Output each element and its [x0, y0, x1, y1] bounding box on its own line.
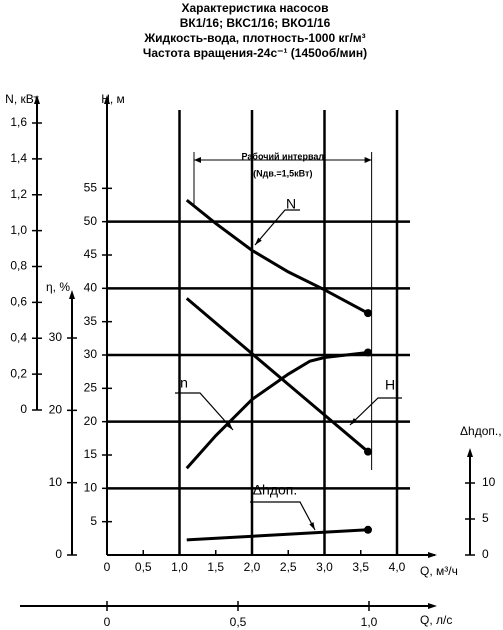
- y-tick-label: 0,2: [10, 366, 27, 380]
- interval-label: Рабочий интервал: [242, 151, 325, 161]
- end-point: [364, 309, 372, 318]
- y-tick-label: 30: [49, 330, 63, 344]
- chart-title: Характеристика насосов: [181, 1, 328, 15]
- end-point: [364, 348, 372, 357]
- y-tick-label: 0,6: [10, 295, 27, 309]
- y-tick-label: 10: [49, 475, 63, 489]
- y-tick-label: 1,0: [10, 223, 27, 237]
- x-tick-label: 3,0: [316, 560, 333, 574]
- y-axis-label: H, м: [101, 92, 125, 106]
- y-tick-label: 0,8: [10, 259, 27, 273]
- y-tick-label: 45: [84, 247, 98, 261]
- y-tick-label: 20: [84, 414, 98, 428]
- chart-title: Частота вращения-24с⁻¹ (1450об/мин): [143, 46, 367, 60]
- axis-arrow: [34, 95, 40, 104]
- x-axis-label: Q, м³/ч: [420, 564, 458, 578]
- y-tick-label: 5: [482, 511, 489, 525]
- x-tick-label: 4,0: [389, 560, 406, 574]
- y-tick-label: 0: [55, 547, 62, 561]
- series-label: H: [385, 377, 395, 393]
- leader-line: [349, 397, 402, 426]
- y-axis-label: Δhдоп., м: [460, 424, 503, 438]
- y-tick-label: 35: [84, 314, 98, 328]
- series-label: n: [180, 375, 188, 391]
- x-tick-label: 1,0: [171, 560, 188, 574]
- x-tick-label: 1,5: [207, 560, 224, 574]
- y-tick-label: 10: [84, 481, 98, 495]
- leader-arrow: [350, 417, 358, 425]
- leader-arrow: [255, 237, 262, 245]
- axis-arrow: [428, 603, 437, 609]
- x-tick-label: 3,5: [352, 560, 369, 574]
- x2-tick-label: 0: [104, 615, 111, 629]
- y-tick-label: 0: [482, 547, 489, 561]
- y-tick-label: 25: [84, 381, 98, 395]
- y-tick-label: 40: [84, 281, 98, 295]
- y-tick-label: 0,4: [10, 330, 27, 344]
- y-tick-label: 1,2: [10, 187, 27, 201]
- chart-title: Жидкость-вода, плотность-1000 кг/м³: [143, 31, 365, 45]
- leader-line: [175, 392, 234, 431]
- chart-title: ВК1/16; ВКС1/16; ВКО1/16: [180, 16, 331, 30]
- leader-arrow: [309, 522, 315, 530]
- axis-arrow: [428, 552, 437, 558]
- y-tick-label: 30: [84, 347, 98, 361]
- interval-arrow: [194, 157, 201, 163]
- series-line: [185, 297, 369, 453]
- y-tick-label: 1,6: [10, 115, 27, 129]
- x2-axis-label: Q, л/с: [420, 613, 452, 627]
- series-label: N: [286, 196, 296, 212]
- x-tick-label: 2,0: [244, 560, 261, 574]
- leader-arrow: [226, 422, 233, 430]
- y-tick-label: 55: [84, 181, 98, 195]
- x-tick-label: 0,5: [135, 560, 152, 574]
- series-line: [186, 528, 369, 542]
- axis-arrow: [104, 95, 110, 104]
- axis-arrow: [467, 448, 473, 457]
- end-point: [364, 525, 372, 534]
- y-tick-label: 20: [49, 403, 63, 417]
- x2-tick-label: 0,5: [230, 615, 247, 629]
- leader-line: [254, 209, 300, 246]
- series-line: [185, 350, 369, 470]
- leader-line: [250, 501, 316, 531]
- x-tick-label: 2,5: [280, 560, 297, 574]
- y-tick-label: 10: [482, 475, 496, 489]
- interval-arrow: [364, 157, 372, 163]
- x2-tick-label: 1,0: [361, 615, 378, 629]
- interval-note: (Nдв.=1,5кВт): [253, 168, 312, 178]
- y-tick-label: 5: [90, 514, 97, 528]
- y-tick-label: 0: [20, 402, 27, 416]
- y-axis-label: η, %: [46, 280, 70, 294]
- series-line: [185, 198, 369, 315]
- axis-arrow: [69, 290, 75, 299]
- y-axis-label: N, кВт: [5, 92, 39, 106]
- y-tick-label: 15: [84, 447, 98, 461]
- series-label: Δhдоп.: [253, 482, 298, 498]
- end-point: [364, 447, 372, 456]
- y-tick-label: 1,4: [10, 151, 27, 165]
- y-tick-label: 50: [84, 214, 98, 228]
- x-tick-label: 0: [104, 560, 111, 574]
